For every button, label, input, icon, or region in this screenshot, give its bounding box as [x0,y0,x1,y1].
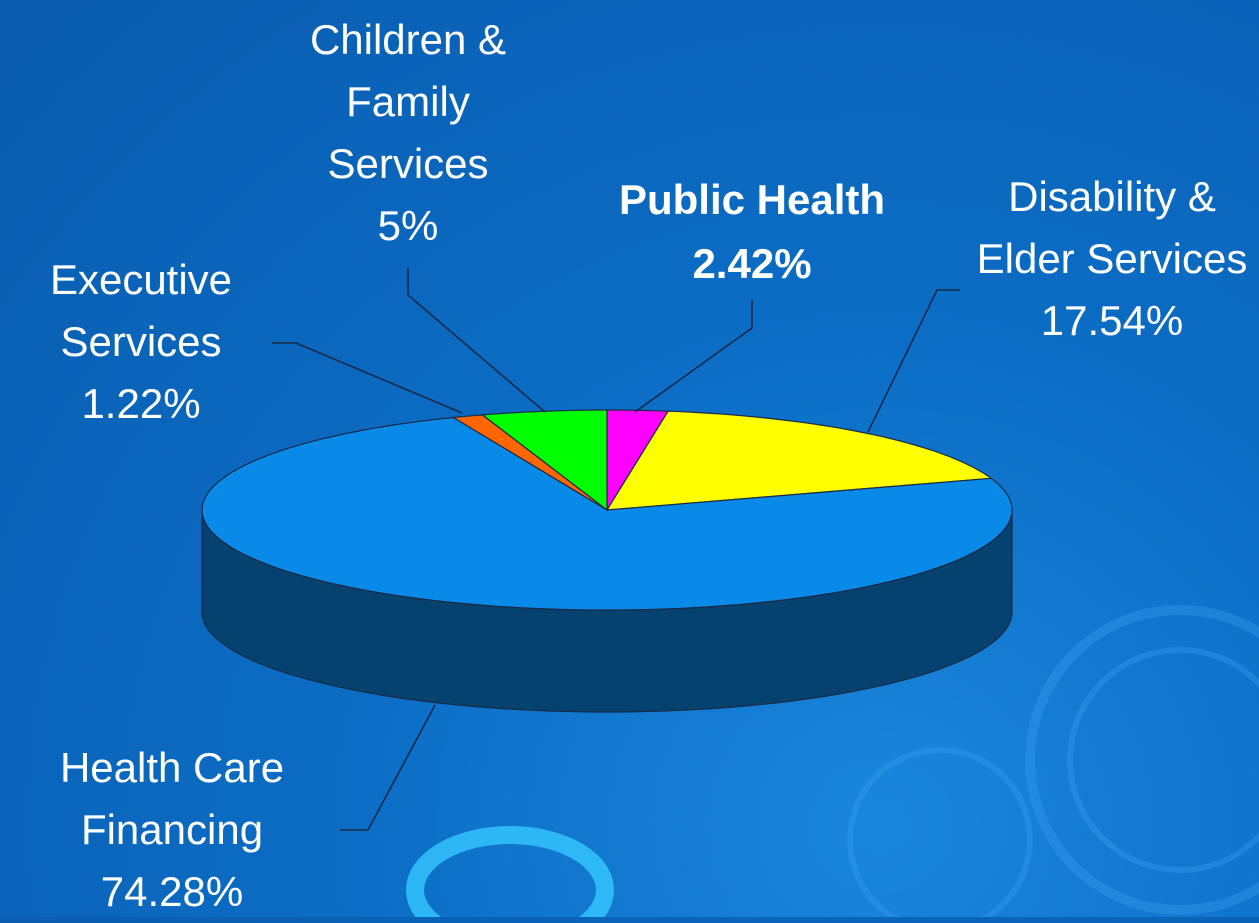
decoration [406,605,1259,917]
label-name: Disability & Elder Services [976,173,1248,282]
label-value: 5% [377,202,439,249]
leader-line [407,268,546,413]
slice-label: Disability & Elder Services 17.54% [972,166,1252,352]
label-value: 74.28% [100,868,244,915]
leader-line [634,300,753,413]
leader-line [867,289,960,433]
slice [605,410,993,511]
label-value: 1.22% [81,380,201,427]
label-name: Health Care Financing [59,744,285,853]
leader-line [340,704,436,831]
slice-label: Public Health 2.42% [552,168,952,296]
slice-label: Health Care Financing 74.28% [12,737,332,923]
label-value: 2.42% [692,240,812,287]
label-value: 17.54% [1040,297,1184,344]
label-name: Executive Services [49,256,233,365]
slice-label: Executive Services 1.22% [10,249,272,435]
slice-label: Children & Family Services 5% [268,9,548,257]
leader-lines [272,268,960,831]
pie [201,409,1013,713]
label-name: Children & Family Services [309,16,507,187]
label-name: Public Health [618,176,886,223]
slice [201,416,1013,611]
leader-line [272,342,463,414]
